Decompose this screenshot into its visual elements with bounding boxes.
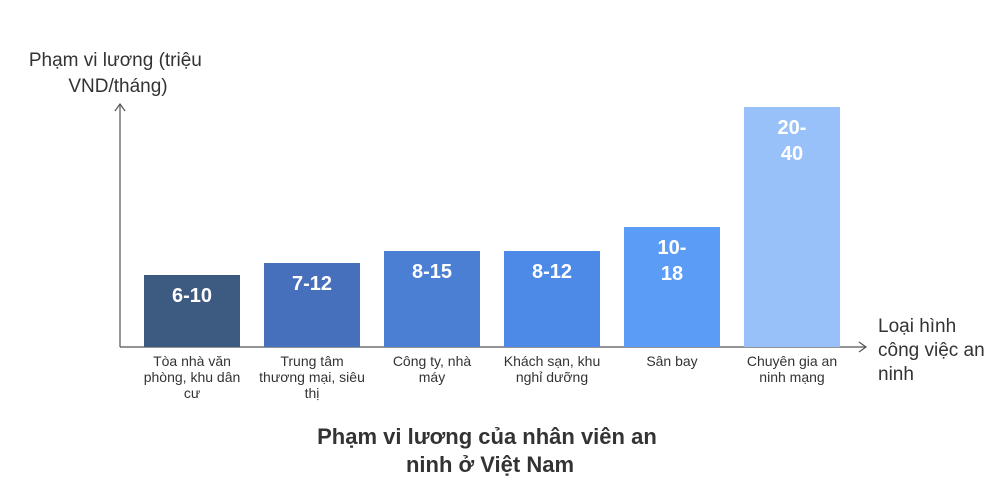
chart-title-line: ninh ở Việt Nam xyxy=(406,452,574,477)
bar-value-label-line: 10- xyxy=(658,237,687,259)
category-label: Sân bay xyxy=(646,353,697,369)
category-label-line: Công ty, nhà xyxy=(393,353,472,369)
bar xyxy=(624,227,720,347)
bar xyxy=(264,263,360,347)
category-label-line: thị xyxy=(305,385,320,401)
bar xyxy=(144,275,240,347)
y-axis-label-line: VND/tháng) xyxy=(68,76,167,97)
bar-value-label-line: 40 xyxy=(781,143,803,165)
x-axis xyxy=(120,341,868,353)
category-label-line: Chuyên gia an xyxy=(747,353,837,369)
bar xyxy=(504,251,600,347)
category-label-line: Trung tâm xyxy=(280,353,343,369)
bar xyxy=(744,107,840,347)
bar xyxy=(384,251,480,347)
x-axis-label: Loại hình công việc an ninh xyxy=(878,316,990,385)
bar-value-label: 10-18 xyxy=(658,237,687,285)
category-label-line: Khách sạn, khu xyxy=(504,353,601,369)
bar-value-label-line: 7-12 xyxy=(292,273,332,295)
category-label-line: nghỉ dưỡng xyxy=(516,369,588,385)
category-label-line: ninh mạng xyxy=(759,369,824,385)
bar-value-label-line: 8-12 xyxy=(532,261,572,283)
bar-value-label-line: 8-15 xyxy=(412,261,452,283)
y-axis-label-line: Phạm vi lương (triệu xyxy=(29,50,202,71)
bar-value-label: 8-12 xyxy=(532,261,572,283)
y-axis-label: Phạm vi lương (triệu VND/tháng) xyxy=(29,50,207,97)
bar-value-label-line: 6-10 xyxy=(172,285,212,307)
category-label: Tòa nhà văn phòng, khu dân cư xyxy=(144,353,241,401)
category-label: Chuyên gia an ninh mạng xyxy=(747,353,837,385)
category-label-line: Sân bay xyxy=(646,353,697,369)
x-axis-label-line: công việc an xyxy=(878,340,985,361)
category-label: Trung tâm thương mại, siêu thị xyxy=(259,353,365,401)
x-axis-label-line: ninh xyxy=(878,364,914,385)
bar-value-label: 20-40 xyxy=(778,117,807,165)
x-axis-label-line: Loại hình xyxy=(878,316,956,337)
bar-value-label-line: 20- xyxy=(778,117,807,139)
y-axis xyxy=(114,102,126,347)
category-labels: Tòa nhà văn phòng, khu dân cư Trung tâm thươ… xyxy=(144,353,837,401)
chart-title-line: Phạm vi lương của nhân viên an xyxy=(317,424,657,449)
bar-value-label: 7-12 xyxy=(292,273,332,295)
category-label-line: phòng, khu dân xyxy=(144,369,241,385)
bar-value-label-line: 18 xyxy=(661,263,683,285)
bar-value-label: 8-15 xyxy=(412,261,452,283)
bar-value-label: 6-10 xyxy=(172,285,212,307)
category-label-line: Tòa nhà văn xyxy=(153,353,231,369)
category-label: Khách sạn, khu nghỉ dưỡng xyxy=(504,353,601,385)
category-label-line: thương mại, siêu xyxy=(259,369,365,385)
category-label-line: cư xyxy=(184,385,200,401)
category-label-line: máy xyxy=(419,369,445,385)
category-label: Công ty, nhà máy xyxy=(393,353,472,385)
chart-title: Phạm vi lương của nhân viên an ninh ở Vi… xyxy=(317,424,663,477)
